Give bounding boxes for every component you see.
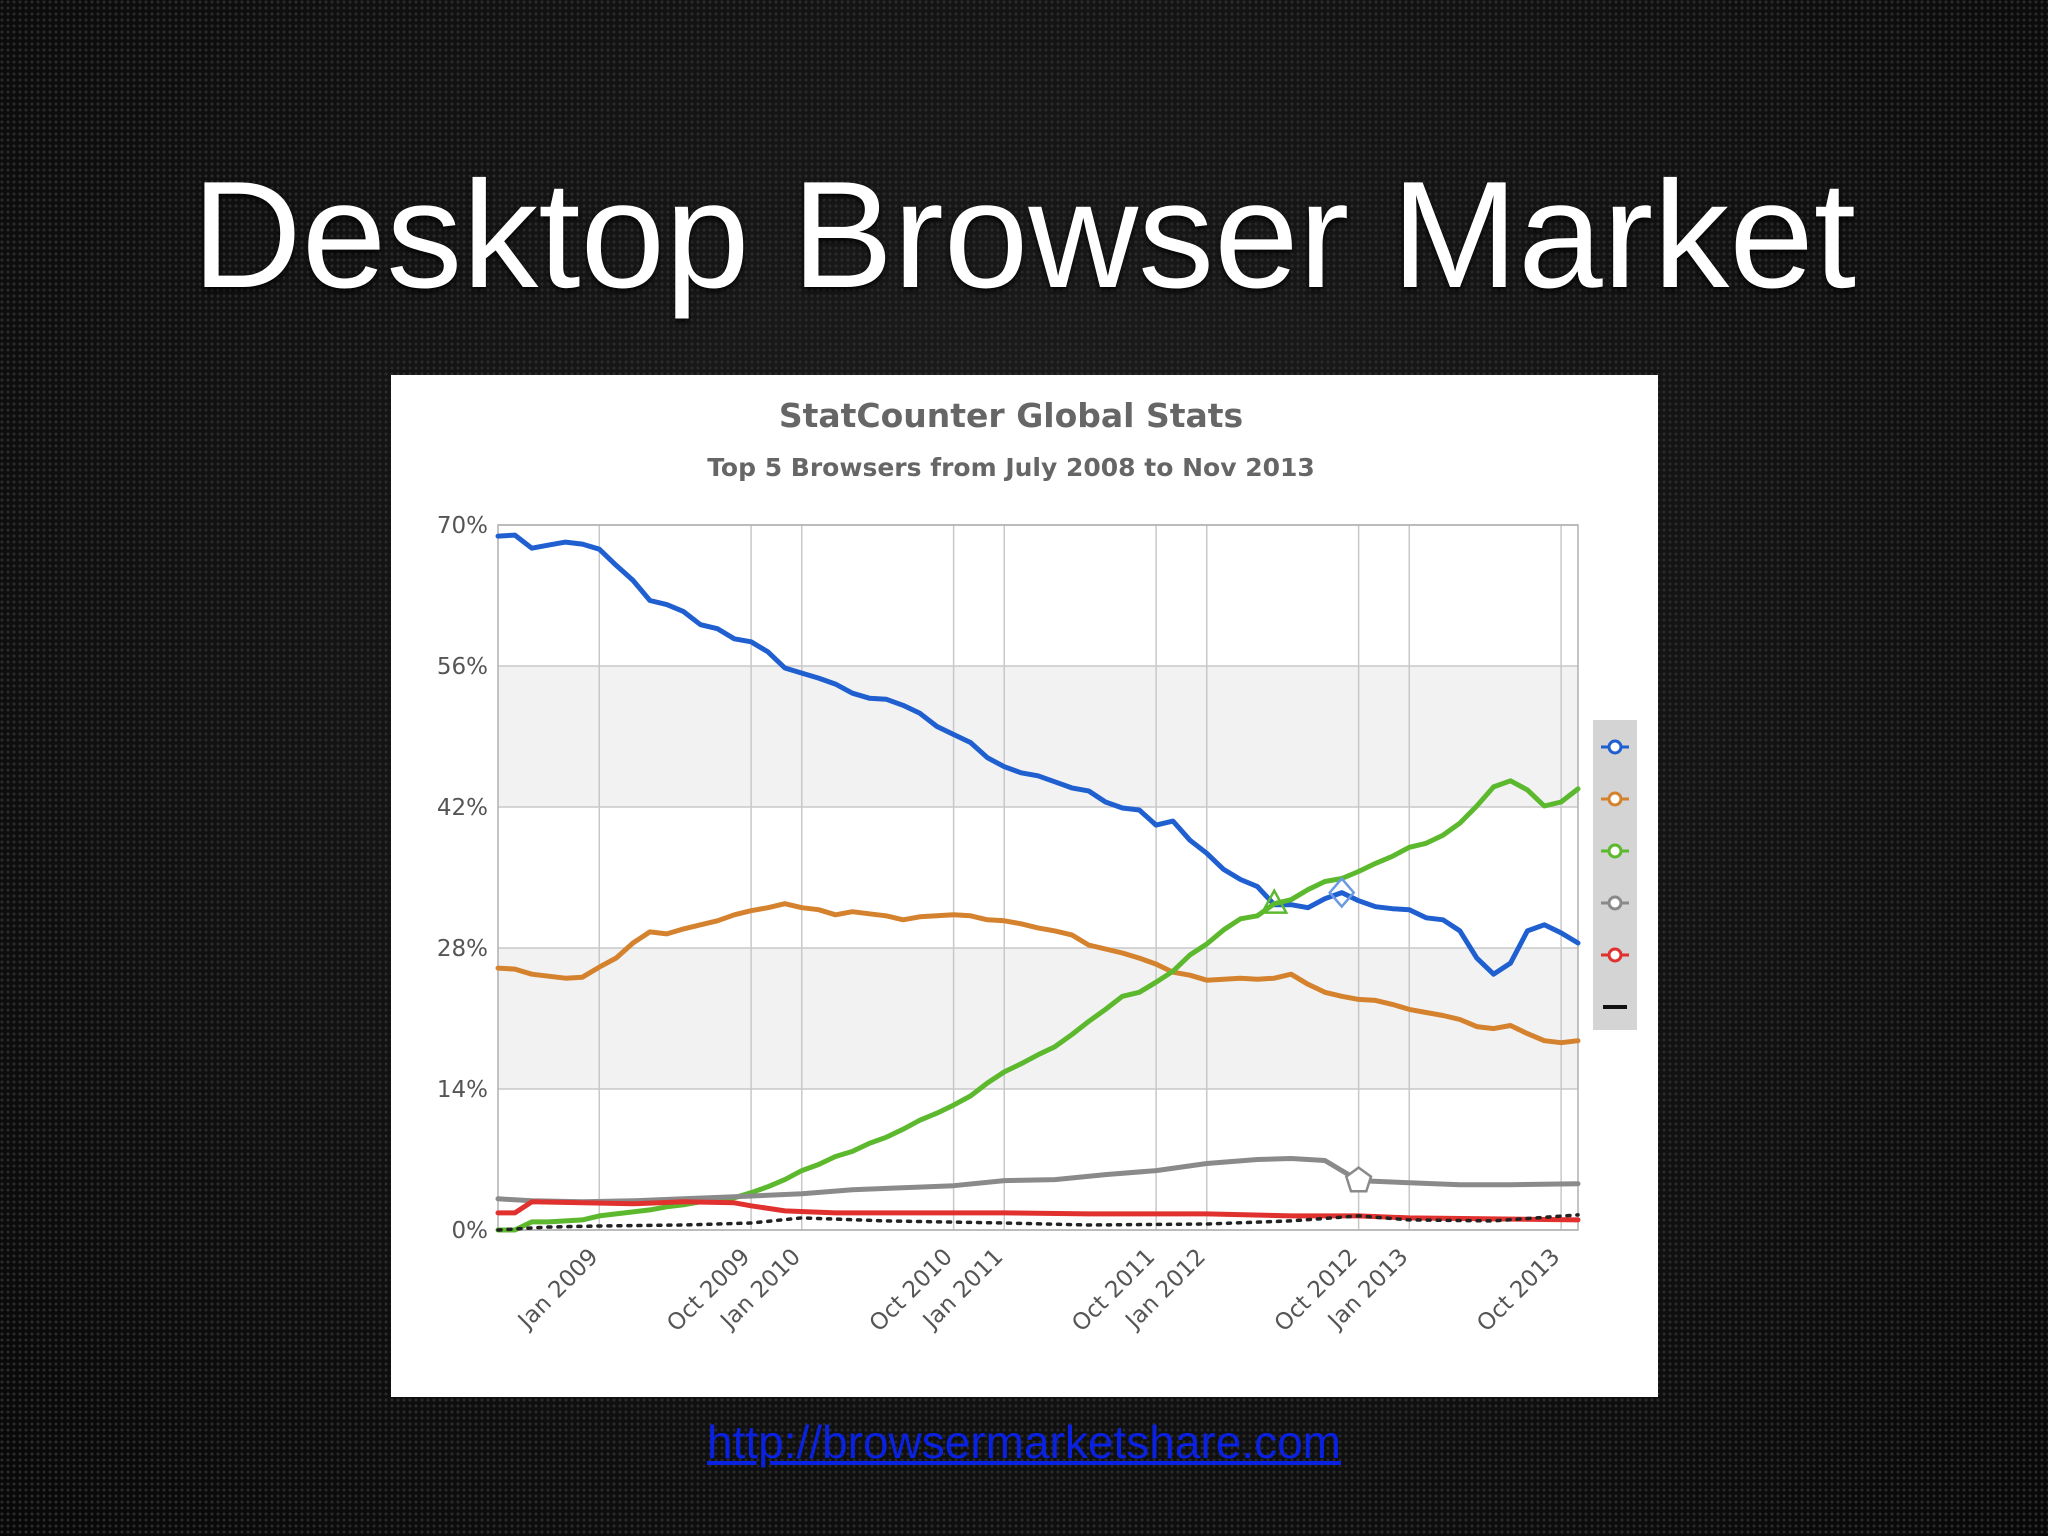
line-chart: StatCounter Global Stats Top 5 Browsers … (437, 396, 1637, 1337)
series-marker (1328, 876, 1356, 909)
y-tick-label: 70% (437, 513, 488, 539)
plot-band (498, 666, 1578, 807)
legend-box (1593, 720, 1637, 1030)
y-tick-label: 56% (437, 654, 488, 680)
series-markers (1260, 876, 1373, 1193)
legend-item[interactable] (1601, 843, 1629, 859)
legend-swatch-circle (1607, 895, 1623, 911)
series-line-4 (495, 1156, 1581, 1205)
plot-band (498, 807, 1578, 948)
x-tick-label: Oct 2013 (1472, 1244, 1565, 1337)
plot-bands (498, 525, 1578, 1230)
chart-title: StatCounter Global Stats (779, 396, 1243, 435)
legend-swatch-circle (1607, 947, 1623, 963)
y-tick-label: 28% (437, 936, 488, 962)
y-tick-label: 0% (452, 1218, 489, 1244)
series-line-3 (495, 778, 1581, 1233)
series-line-1 (495, 532, 1581, 977)
y-tick-labels: 0% 14% 28% 42% 56% 70% (437, 513, 488, 1244)
legend-item[interactable] (1601, 739, 1629, 755)
legend-item[interactable] (1601, 791, 1629, 807)
slide-title: Desktop Browser Market (191, 150, 1857, 320)
chart-panel: StatCounter Global Stats Top 5 Browsers … (391, 375, 1658, 1397)
legend[interactable] (1593, 720, 1637, 1030)
series-lines (495, 532, 1581, 1233)
series-line-2 (495, 901, 1581, 1046)
legend-swatch-circle (1607, 843, 1623, 859)
chart-subtitle: Top 5 Browsers from July 2008 to Nov 201… (707, 453, 1315, 482)
x-tick-label: Jan 2009 (512, 1244, 603, 1335)
y-tick-label: 42% (437, 795, 488, 821)
plot-frame (497, 524, 1579, 1231)
grid-lines (497, 524, 1579, 1231)
plot-band (498, 525, 1578, 666)
series-marker (1260, 888, 1289, 914)
series-line-6 (496, 1213, 1580, 1232)
legend-item[interactable] (1601, 895, 1629, 911)
series-marker (1344, 1166, 1373, 1193)
legend-swatch-circle (1607, 791, 1623, 807)
y-tick-label: 14% (437, 1077, 488, 1103)
legend-item[interactable] (1601, 947, 1629, 963)
plot-band (498, 948, 1578, 1089)
source-link[interactable]: http://browsermarketshare.com (706, 1416, 1341, 1468)
legend-swatch-circle (1607, 739, 1623, 755)
